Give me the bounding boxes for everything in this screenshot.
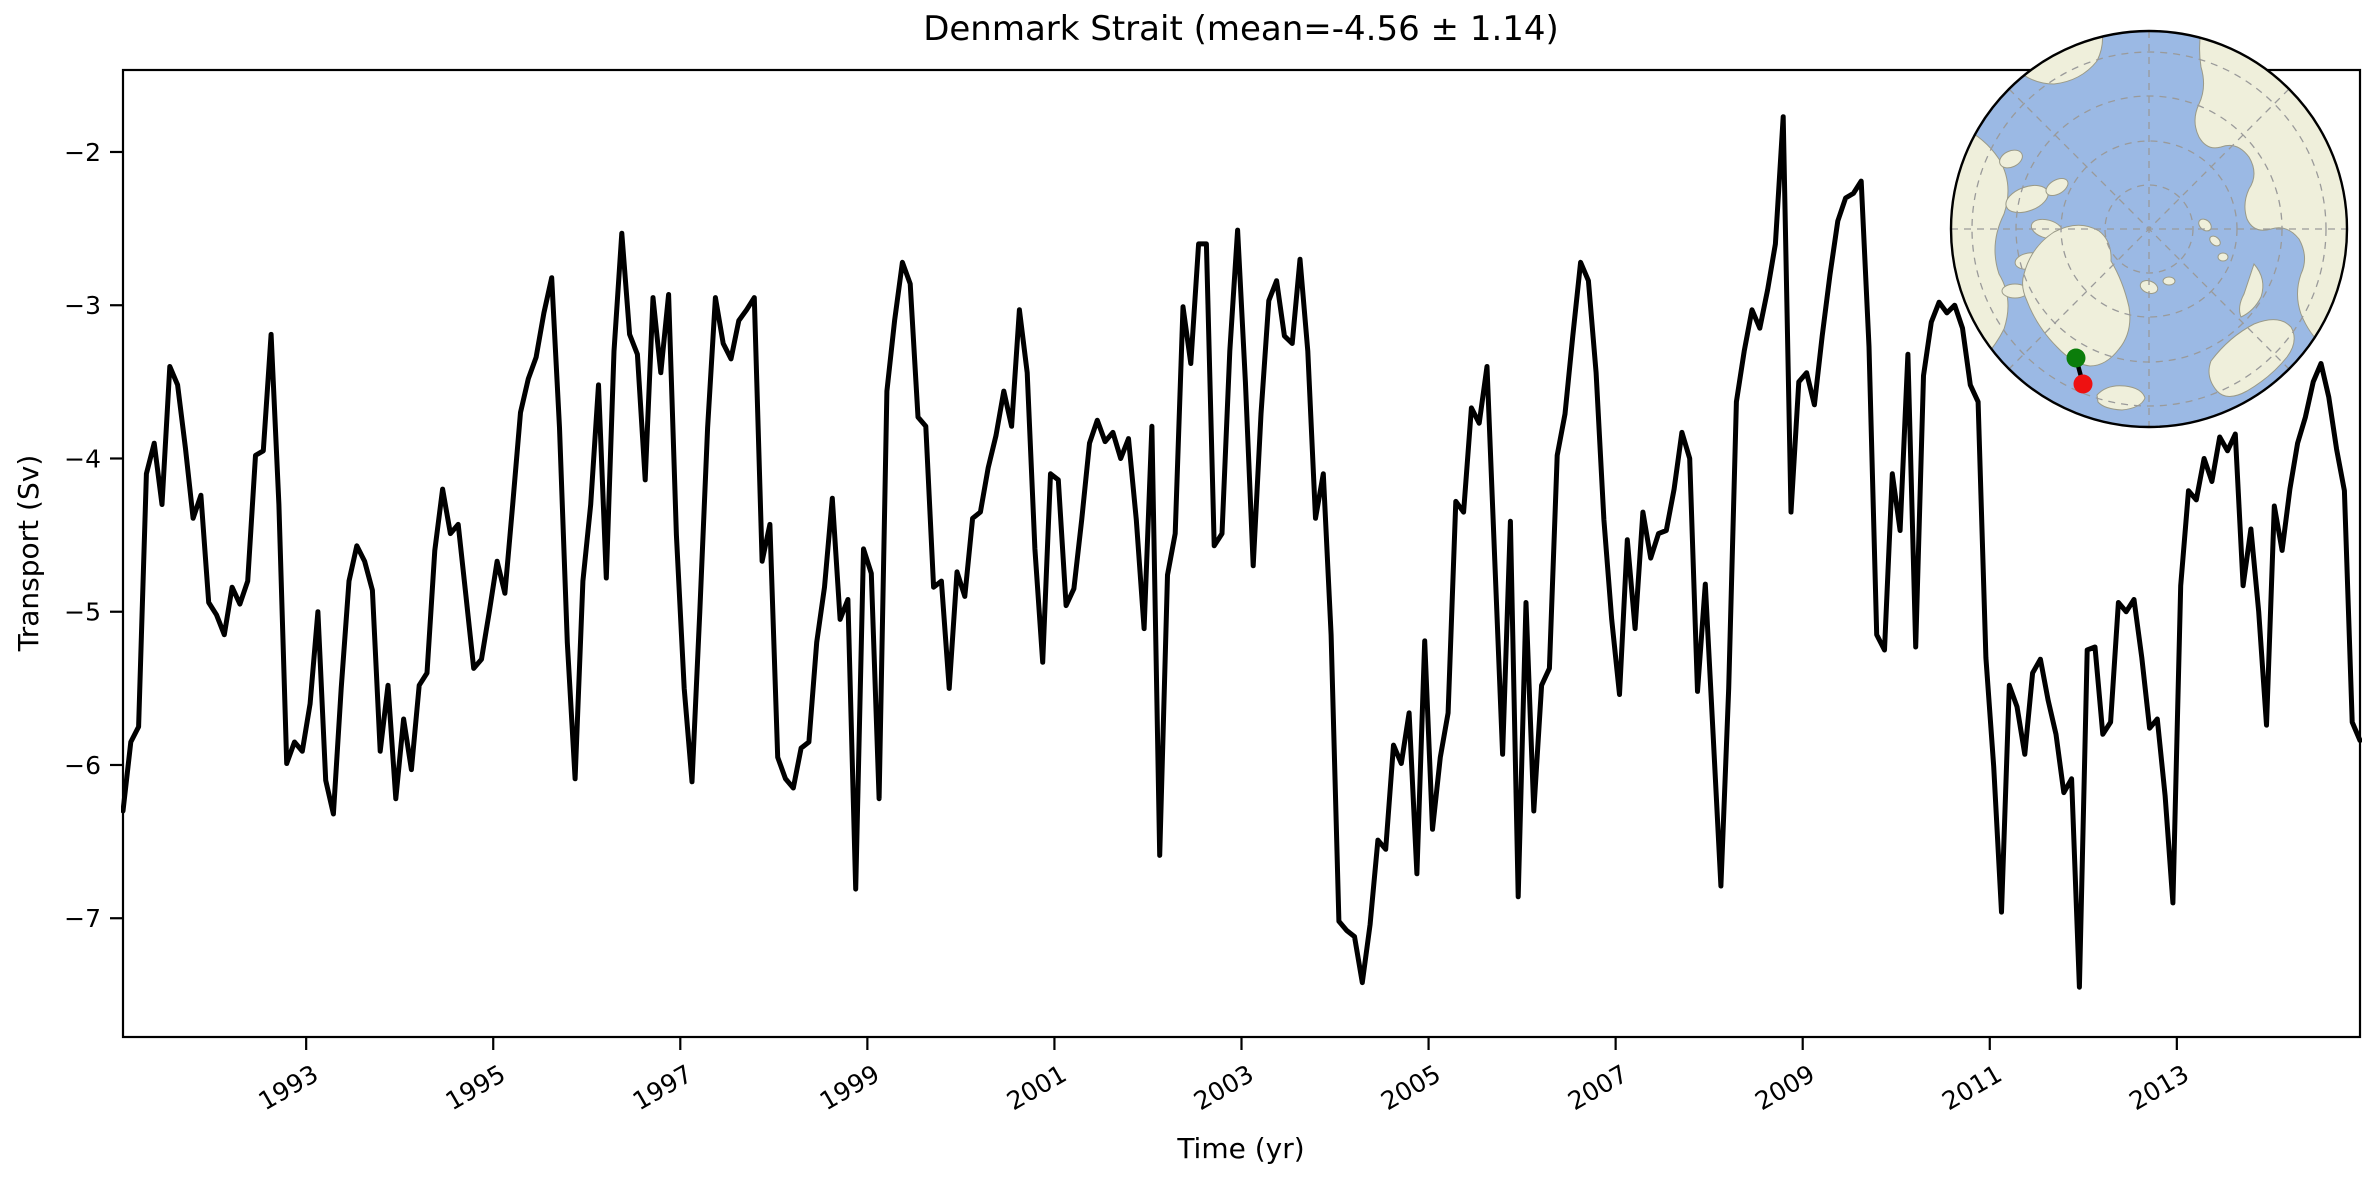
y-axis-ticks: −2 −3 −4 −5 −6 −7 bbox=[64, 138, 123, 933]
x-tick-label: 1997 bbox=[628, 1059, 698, 1116]
map-land-scandinavia bbox=[2208, 319, 2295, 397]
map-land-svalbard-islands bbox=[2139, 218, 2229, 294]
x-tick-label: 2005 bbox=[1376, 1059, 1446, 1116]
x-tick-label: 2003 bbox=[1189, 1059, 1259, 1116]
section-start-marker-icon bbox=[2066, 348, 2086, 368]
map-land-novaya-zemlya bbox=[2239, 263, 2264, 318]
inset-locator-map bbox=[1949, 29, 2349, 429]
x-tick-label: 1999 bbox=[815, 1059, 885, 1116]
x-tick-label: 1995 bbox=[441, 1059, 511, 1116]
y-tick-label: −4 bbox=[64, 444, 101, 473]
map-land-greenland bbox=[2022, 224, 2131, 367]
transport-time-series-line bbox=[121, 114, 2362, 990]
x-axis-label: Time (yr) bbox=[1176, 1132, 1304, 1165]
map-land-iceland bbox=[2096, 385, 2146, 411]
y-tick-label: −3 bbox=[64, 291, 101, 320]
y-axis-label: Transport (Sv) bbox=[12, 455, 45, 652]
x-axis-ticks: 1993 1995 1997 1999 2001 2003 2005 2007 2009 2011… bbox=[254, 1037, 2194, 1116]
map-border bbox=[1949, 29, 2349, 429]
y-tick-label: −6 bbox=[64, 751, 101, 780]
x-tick-label: 2011 bbox=[1937, 1059, 2007, 1116]
y-tick-label: −7 bbox=[64, 904, 101, 933]
x-tick-label: 2013 bbox=[2124, 1059, 2194, 1116]
x-tick-label: 2007 bbox=[1563, 1059, 1633, 1116]
chart-title: Denmark Strait (mean=-4.56 ± 1.14) bbox=[923, 9, 1559, 49]
x-tick-label: 1993 bbox=[254, 1059, 324, 1116]
x-tick-label: 2001 bbox=[1002, 1059, 1072, 1116]
section-end-marker-icon bbox=[2073, 374, 2093, 394]
map-graticule bbox=[1951, 31, 2347, 427]
y-tick-label: −5 bbox=[64, 598, 101, 627]
y-tick-label: −2 bbox=[64, 138, 101, 167]
x-tick-label: 2009 bbox=[1750, 1059, 1820, 1116]
